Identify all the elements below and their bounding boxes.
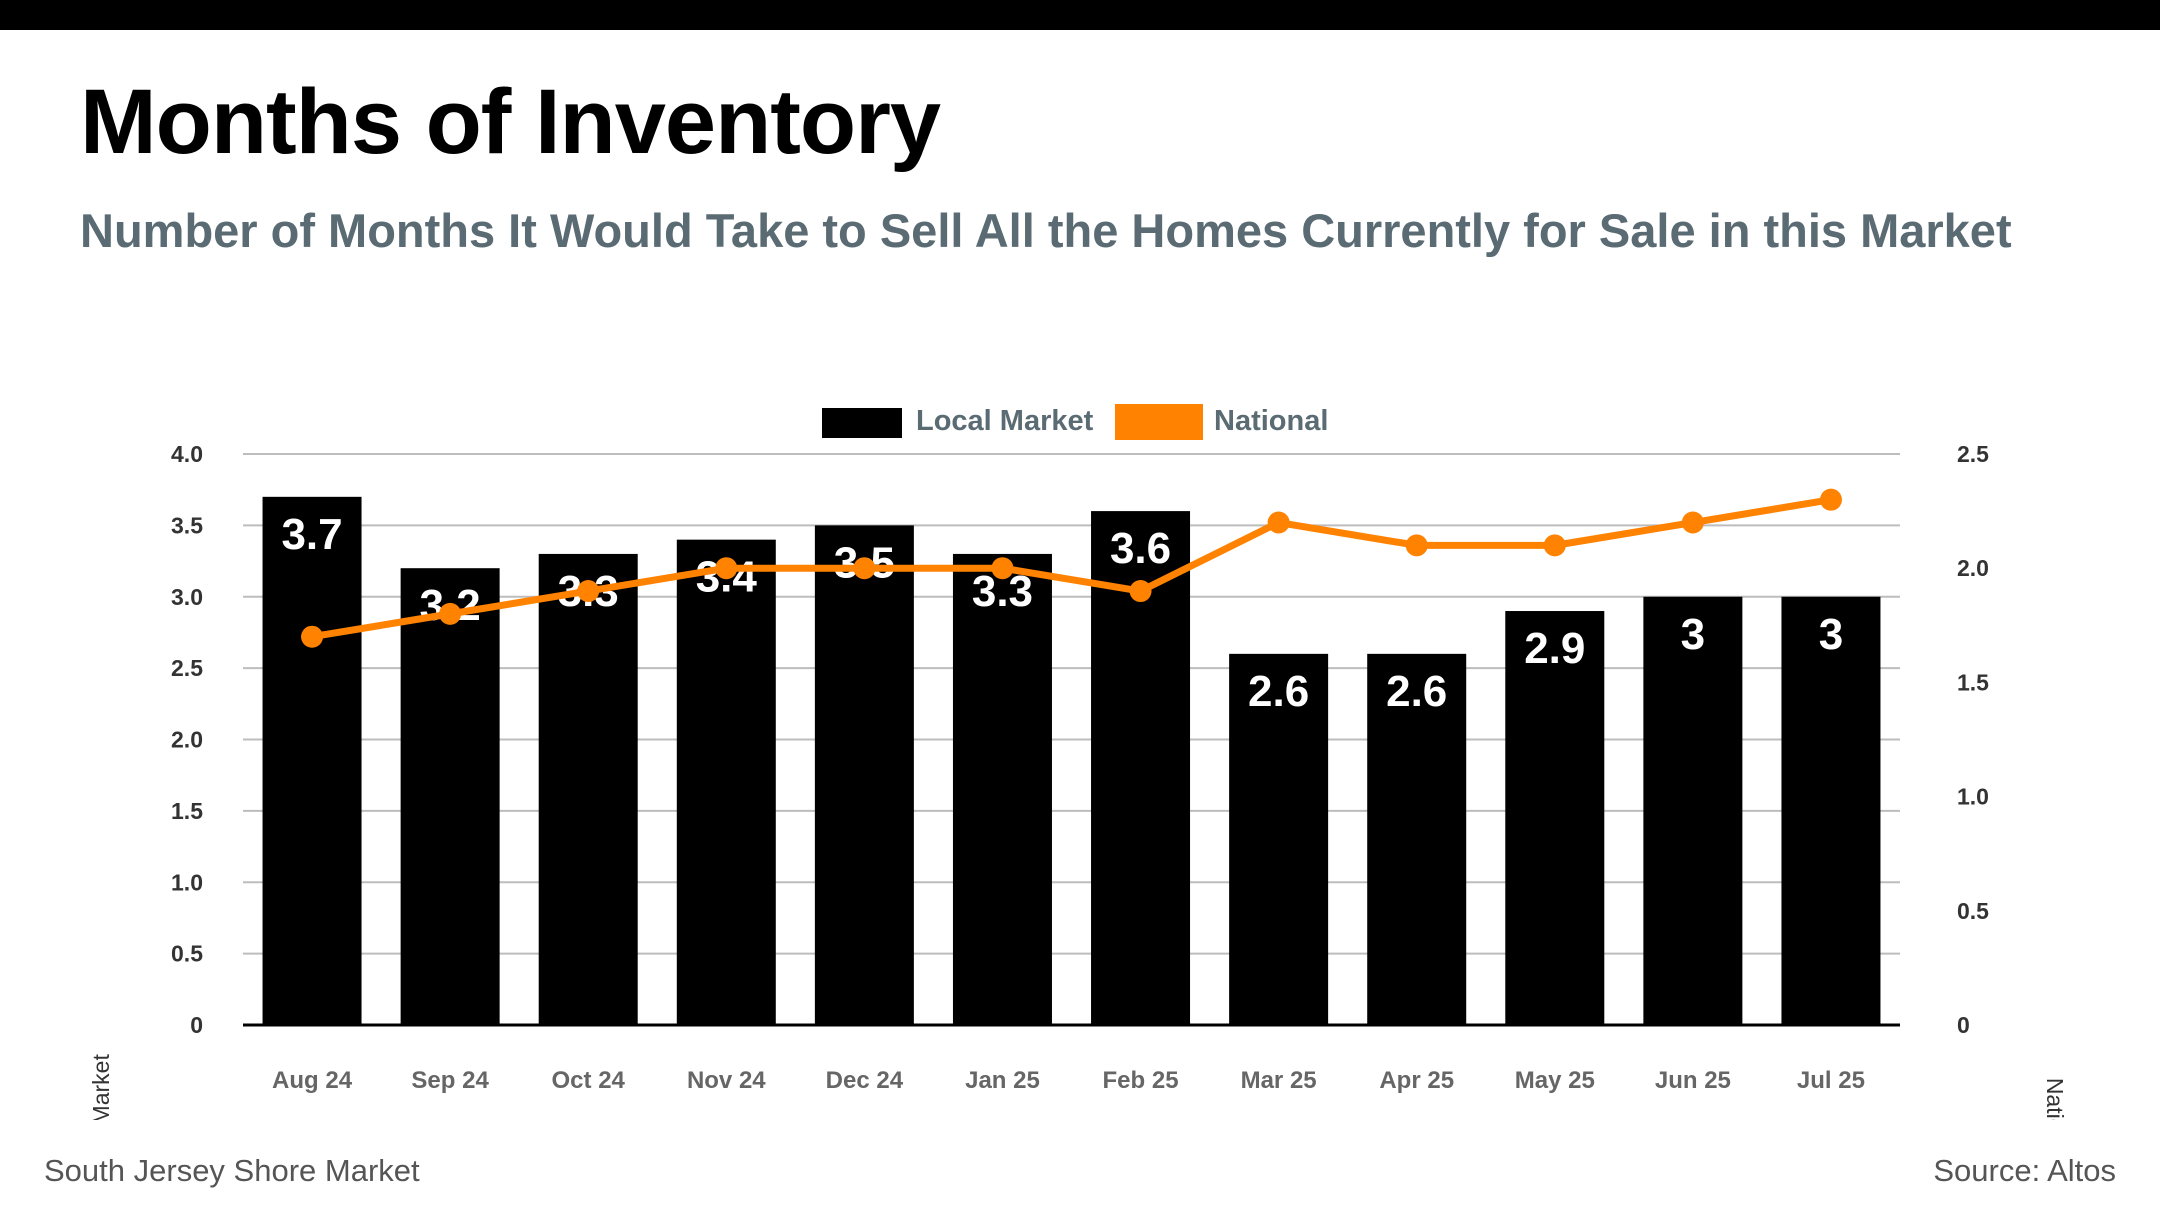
left-axis-tick-label: 3.5 (171, 512, 203, 538)
national-point (1129, 580, 1152, 603)
bar-value-label: 2.6 (1386, 667, 1447, 716)
national-point (1819, 488, 1842, 511)
right-axis-tick-label: 0 (1957, 1012, 1970, 1038)
national-point (1681, 511, 1704, 534)
x-axis-category-label: Sep 24 (411, 1067, 489, 1094)
national-point (1405, 534, 1428, 557)
legend: Local Market National (822, 404, 1328, 440)
national-point (715, 557, 738, 580)
bar-local-market (400, 568, 500, 1025)
bar-value-label: 2.6 (1248, 667, 1309, 716)
x-axis-category-label: May 25 (1515, 1067, 1595, 1094)
x-axis-category-label: Apr 25 (1379, 1067, 1454, 1094)
footer-market-name: South Jersey Shore Market (44, 1153, 420, 1188)
national-point (1543, 534, 1566, 557)
bar-value-label: 3 (1681, 610, 1705, 659)
x-axis-category-label: Aug 24 (272, 1067, 353, 1094)
bar-local-market (262, 496, 362, 1025)
bar-local-market (1505, 611, 1605, 1025)
x-axis-category-label: Nov 24 (687, 1067, 766, 1094)
national-point (301, 625, 324, 648)
left-axis-tick-label: 4.0 (171, 441, 203, 467)
right-axis-tick-label: 1.5 (1957, 669, 1989, 695)
national-point (853, 557, 876, 580)
x-axis-category-label: Oct 24 (552, 1067, 626, 1094)
national-line-series (301, 488, 1842, 648)
bar-value-label: 3 (1819, 610, 1843, 659)
bar-local-market (538, 553, 638, 1025)
legend-swatch-local-market (822, 408, 902, 438)
bar-data-labels: 3.73.23.33.43.53.33.62.62.62.933 (281, 510, 1843, 716)
legend-swatch-national (1115, 404, 1203, 440)
legend-label-national: National (1214, 405, 1328, 437)
national-line (308, 496, 1835, 641)
right-axis-title: National (2042, 1078, 2068, 1120)
left-axis-title: Local Market (88, 1054, 114, 1120)
right-axis-tick-label: 2.5 (1957, 441, 1989, 467)
bar-value-label: 2.9 (1524, 624, 1585, 673)
left-axis-tick-label: 2.5 (171, 655, 203, 681)
national-point (577, 580, 600, 603)
x-axis-category-label: Feb 25 (1103, 1067, 1179, 1094)
right-axis-tick-label: 0.5 (1957, 898, 1989, 924)
bar-local-market (1229, 653, 1329, 1025)
national-point (991, 557, 1014, 580)
left-axis-tick-label: 1.0 (171, 869, 203, 895)
bar-local-market (1781, 596, 1881, 1025)
x-axis-category-label: Dec 24 (826, 1067, 904, 1094)
national-point (1267, 511, 1290, 534)
local-market-bars (262, 496, 1881, 1026)
bar-local-market (676, 539, 776, 1025)
bar-value-label: 3.7 (281, 510, 342, 559)
left-axis-tick-label: 0.5 (171, 941, 203, 967)
x-axis-category-label: Jul 25 (1797, 1067, 1865, 1094)
footer-source: Source: Altos (1933, 1153, 2116, 1188)
left-axis-tick-label: 0 (190, 1012, 203, 1038)
page-title: Months of Inventory (80, 71, 941, 173)
left-axis-tick-label: 2.0 (171, 727, 203, 753)
national-point (439, 602, 462, 625)
x-axis-category-label: Mar 25 (1241, 1067, 1317, 1094)
bar-value-label: 3.6 (1110, 524, 1171, 573)
months-of-inventory-chart: 0 0.5 1.0 1.5 2.0 2.5 3.0 3.5 4.0 0 0.5 1.0 1.5 2.0 2.… (88, 404, 2068, 1120)
bar-local-market (1643, 596, 1743, 1025)
legend-label-local-market: Local Market (916, 405, 1094, 437)
bar-local-market (952, 553, 1052, 1025)
page-subtitle: Number of Months It Would Take to Sell A… (80, 204, 2012, 257)
left-axis-tick-label: 3.0 (171, 584, 203, 610)
axes: 0 0.5 1.0 1.5 2.0 2.5 3.0 3.5 4.0 0 0.5 1.0 1.5 2.0 2.… (171, 441, 1989, 1094)
bar-local-market (1367, 653, 1467, 1025)
bar-local-market (814, 525, 914, 1025)
x-axis-category-label: Jan 25 (965, 1067, 1040, 1094)
x-axis-category-label: Jun 25 (1655, 1067, 1731, 1094)
left-axis-tick-label: 1.5 (171, 798, 203, 824)
right-axis-tick-label: 2.0 (1957, 555, 1989, 581)
top-bar (0, 0, 2160, 30)
grid-lines (243, 453, 1900, 955)
right-axis-tick-label: 1.0 (1957, 784, 1989, 810)
